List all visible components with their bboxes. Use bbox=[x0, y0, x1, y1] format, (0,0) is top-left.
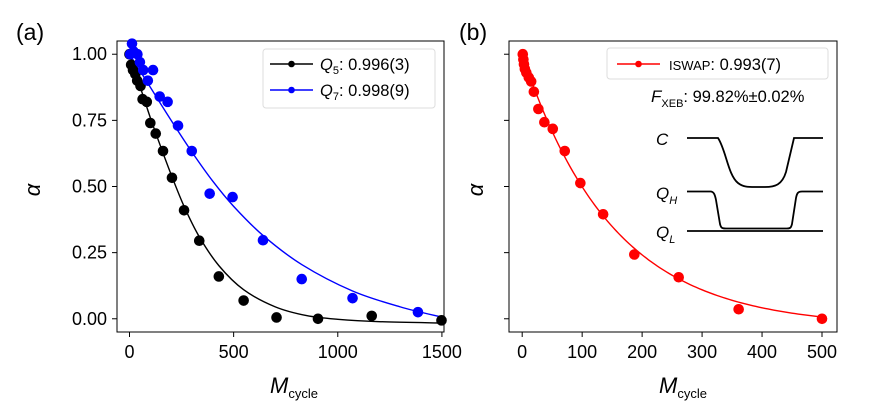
panel-b-ylabel: α bbox=[463, 182, 488, 196]
data-point-q5 bbox=[166, 172, 178, 184]
data-point-q5 bbox=[193, 235, 205, 247]
x-tick-label: 200 bbox=[627, 342, 657, 362]
data-point-q7 bbox=[186, 145, 198, 157]
data-point-q7 bbox=[296, 273, 308, 285]
inset-label-qh: QH bbox=[656, 184, 677, 207]
data-point-q5 bbox=[238, 295, 249, 306]
data-point-q5 bbox=[135, 80, 146, 92]
panel-b-legend: ISWAP: 0.993(7) bbox=[606, 47, 829, 80]
x-tick-label: 400 bbox=[747, 342, 777, 362]
data-point-q5 bbox=[150, 128, 162, 139]
data-point-q5 bbox=[213, 271, 225, 282]
legend-q7-label: Q7: 0.998(9) bbox=[320, 82, 410, 103]
panel-a: (a) 0 500 1000 1500 0.00 0.25 0.50 0.75 1.00 α M… bbox=[16, 19, 462, 401]
data-point-iswap bbox=[559, 145, 571, 157]
data-point-q7 bbox=[227, 191, 238, 203]
data-point-q5 bbox=[178, 205, 190, 216]
data-point-q7 bbox=[154, 91, 165, 102]
y-tick-label: 0.00 bbox=[72, 309, 107, 329]
panel-a-ylabel: α bbox=[20, 182, 45, 196]
data-point-q7 bbox=[257, 234, 269, 246]
data-point-q7 bbox=[126, 38, 138, 49]
data-point-q7 bbox=[142, 75, 154, 86]
panel-b-ticks: 0 100 200 300 400 500 bbox=[504, 53, 837, 362]
fit-line-iswap bbox=[521, 54, 823, 318]
x-tick-label: 100 bbox=[567, 342, 597, 362]
y-tick-label: 0.50 bbox=[72, 177, 107, 197]
fit-line-q7 bbox=[128, 53, 443, 318]
x-tick-label: 0 bbox=[517, 342, 527, 362]
pulse-sequence-inset: C QH QL bbox=[656, 130, 823, 246]
data-point-iswap bbox=[547, 123, 559, 135]
legend-q5-marker bbox=[288, 60, 295, 68]
data-point-q5 bbox=[145, 117, 156, 129]
panel-a-xlabel: Mcycle bbox=[270, 373, 318, 401]
y-tick-label: 0.75 bbox=[72, 110, 107, 130]
x-tick-label: 500 bbox=[219, 342, 249, 362]
legend-q7-marker bbox=[288, 86, 295, 94]
panel-b-axes-frame bbox=[508, 40, 838, 333]
data-point-q5 bbox=[436, 315, 447, 326]
data-point-iswap bbox=[629, 249, 640, 260]
data-point-iswap bbox=[575, 177, 586, 189]
data-point-q5 bbox=[366, 310, 378, 322]
legend-iswap-marker bbox=[635, 60, 642, 68]
panel-a-points bbox=[124, 38, 447, 326]
panel-b-fit-lines bbox=[521, 54, 823, 318]
legend-q5-label: Q5: 0.996(3) bbox=[320, 56, 410, 77]
legend-frame bbox=[606, 47, 829, 80]
x-tick-label: 0 bbox=[124, 342, 134, 362]
data-point-iswap bbox=[528, 86, 540, 98]
panel-a-ticks: 0 500 1000 1500 0.00 0.25 0.50 0.75 1.00 bbox=[72, 44, 462, 362]
data-point-iswap bbox=[597, 208, 609, 220]
x-tick-label: 300 bbox=[687, 342, 717, 362]
data-point-q7 bbox=[134, 56, 146, 68]
inset-label-c: C bbox=[656, 130, 669, 149]
data-point-q5 bbox=[141, 96, 153, 108]
inset-label-ql: QL bbox=[656, 223, 675, 246]
data-point-q5 bbox=[271, 312, 282, 323]
inset-c-pulse bbox=[687, 137, 823, 188]
data-point-iswap bbox=[533, 103, 544, 115]
data-point-q5 bbox=[157, 145, 169, 157]
panel-b-points bbox=[517, 48, 828, 325]
data-point-iswap bbox=[539, 116, 550, 128]
y-tick-label: 1.00 bbox=[72, 44, 107, 64]
panel-a-legend: Q5: 0.996(3) Q7: 0.998(9) bbox=[262, 48, 436, 109]
data-point-q7 bbox=[347, 292, 358, 304]
data-point-q7 bbox=[172, 120, 184, 131]
data-point-q7 bbox=[137, 64, 149, 76]
data-point-q7 bbox=[412, 306, 424, 318]
x-tick-label: 1000 bbox=[318, 342, 358, 362]
x-tick-label: 1500 bbox=[422, 342, 462, 362]
panel-b: (b) 0 100 200 300 400 500 α Mcycle ISWAP: 0.9… bbox=[459, 19, 838, 401]
data-point-iswap bbox=[673, 271, 684, 283]
panel-a-label: (a) bbox=[16, 19, 44, 45]
data-point-q7 bbox=[162, 96, 173, 108]
data-point-q7 bbox=[147, 64, 159, 76]
x-tick-label: 500 bbox=[807, 342, 837, 362]
data-point-iswap bbox=[525, 76, 537, 87]
legend-iswap-label: ISWAP: 0.993(7) bbox=[669, 56, 781, 74]
panel-b-label: (b) bbox=[459, 19, 487, 45]
data-point-q5 bbox=[312, 313, 324, 325]
panel-b-xlabel: Mcycle bbox=[659, 373, 707, 401]
fxeb-annotation: FXEB: 99.82%±0.02% bbox=[651, 87, 805, 110]
data-point-q7 bbox=[204, 188, 215, 199]
data-point-iswap bbox=[816, 313, 828, 325]
inset-qh-pulse bbox=[687, 190, 823, 230]
data-point-iswap bbox=[733, 303, 744, 315]
y-tick-label: 0.25 bbox=[72, 243, 107, 263]
